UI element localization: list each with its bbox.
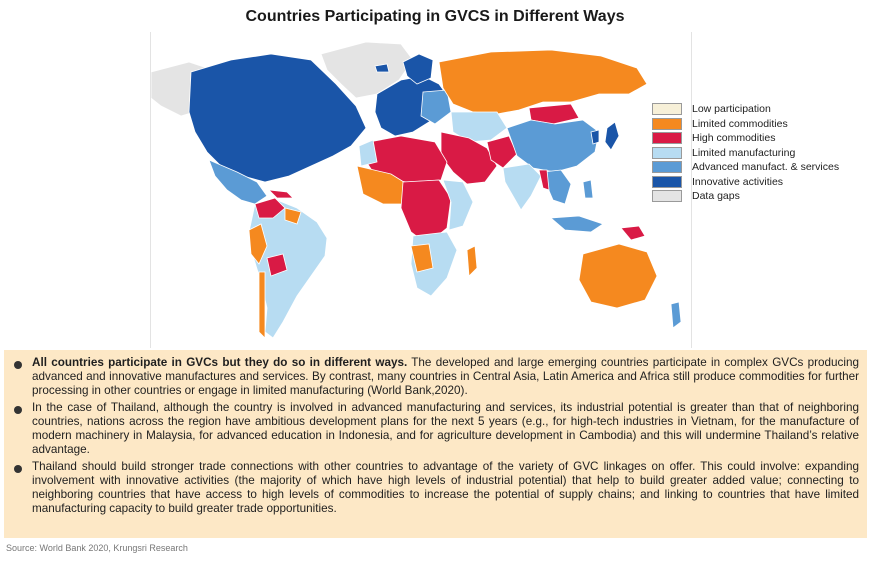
map-region-new-zealand	[670, 301, 682, 329]
map-region-venezuela	[254, 197, 286, 219]
legend-item-innovative-activities: Innovative activities	[652, 175, 852, 190]
map-region-greenland	[320, 41, 414, 99]
map-region-india	[502, 163, 542, 211]
bullet-dot	[14, 406, 22, 414]
legend-label: Innovative activities	[692, 175, 784, 188]
source-note: Source: World Bank 2020, Krungsri Resear…	[6, 543, 188, 553]
map-region-chile	[258, 271, 266, 339]
bullet-text: Thailand should build stronger trade con…	[32, 460, 859, 516]
map-region-bolivia	[266, 253, 288, 277]
bullet-bold-text: All countries participate in GVCs but th…	[32, 356, 408, 369]
legend-swatch	[652, 190, 682, 203]
map-region-south-america	[248, 199, 328, 339]
map-region-myanmar	[538, 169, 550, 191]
legend-swatch	[652, 161, 682, 174]
legend-item-advanced-manufacturing: Advanced manufact. & services	[652, 160, 852, 175]
bullet-item: In the case of Thailand, although the co…	[10, 401, 859, 457]
legend-label: Low participation	[692, 103, 771, 116]
legend-swatch	[652, 175, 682, 188]
legend-label: Limited manufacturing	[692, 146, 796, 159]
map-region-papua	[620, 225, 646, 241]
legend-item-limited-manufacturing: Limited manufacturing	[652, 146, 852, 161]
map-region-caribbean	[267, 189, 294, 199]
bullet-text: In the case of Thailand, although the co…	[32, 401, 859, 457]
summary-box: All countries participate in GVCs but th…	[4, 350, 867, 538]
map-region-indonesia	[550, 215, 604, 233]
legend-label: Data gaps	[692, 190, 740, 203]
map-region-central-asia	[450, 111, 508, 143]
map-region-peru	[248, 223, 268, 265]
bullet-item: All countries participate in GVCs but th…	[10, 356, 859, 398]
page-title: Countries Participating in GVCS in Diffe…	[245, 8, 625, 25]
map-region-morocco	[358, 139, 378, 167]
map-region-iceland	[374, 63, 390, 73]
map-region-guianas	[284, 207, 302, 225]
map-region-australia	[578, 243, 658, 309]
map-region-korea	[590, 129, 600, 145]
legend-label: Advanced manufact. & services	[692, 161, 840, 174]
map-region-north-africa	[364, 135, 448, 183]
legend-swatch	[652, 132, 682, 145]
legend-swatch	[652, 103, 682, 116]
map-region-mongolia	[528, 103, 580, 125]
legend-label: Limited commodities	[692, 117, 788, 130]
map-region-east-africa	[442, 179, 474, 231]
legend-swatch	[652, 117, 682, 130]
map-region-north-america	[188, 53, 367, 183]
bullet-dot	[14, 465, 22, 473]
bullet-body-text: The developed and large emerging countri…	[32, 356, 859, 397]
world-map	[150, 32, 692, 348]
legend-item-limited-commodities: Limited commodities	[652, 117, 852, 132]
map-region-namibia	[410, 243, 434, 273]
map-region-eastern-europe	[420, 89, 452, 125]
legend-item-high-commodities: High commodities	[652, 131, 852, 146]
bullet-body-text: Thailand should build stronger trade con…	[32, 460, 859, 515]
map-region-madagascar	[466, 245, 478, 277]
bullet-item: Thailand should build stronger trade con…	[10, 460, 859, 516]
map-region-japan	[604, 121, 620, 151]
map-region-scandinavia	[402, 53, 434, 85]
map-region-russia	[438, 49, 648, 115]
legend-label: High commodities	[692, 132, 776, 145]
map-region-philippines	[582, 179, 594, 199]
map-region-china	[506, 119, 600, 173]
bullet-body-text: In the case of Thailand, although the co…	[32, 401, 859, 456]
map-legend: Low participation Limited commodities Hi…	[652, 102, 852, 204]
map-region-iran	[486, 135, 518, 169]
legend-swatch	[652, 146, 682, 159]
legend-item-low-participation: Low participation	[652, 102, 852, 117]
bullet-dot	[14, 361, 22, 369]
legend-item-data-gaps: Data gaps	[652, 189, 852, 204]
bullet-text: All countries participate in GVCs but th…	[32, 356, 859, 398]
